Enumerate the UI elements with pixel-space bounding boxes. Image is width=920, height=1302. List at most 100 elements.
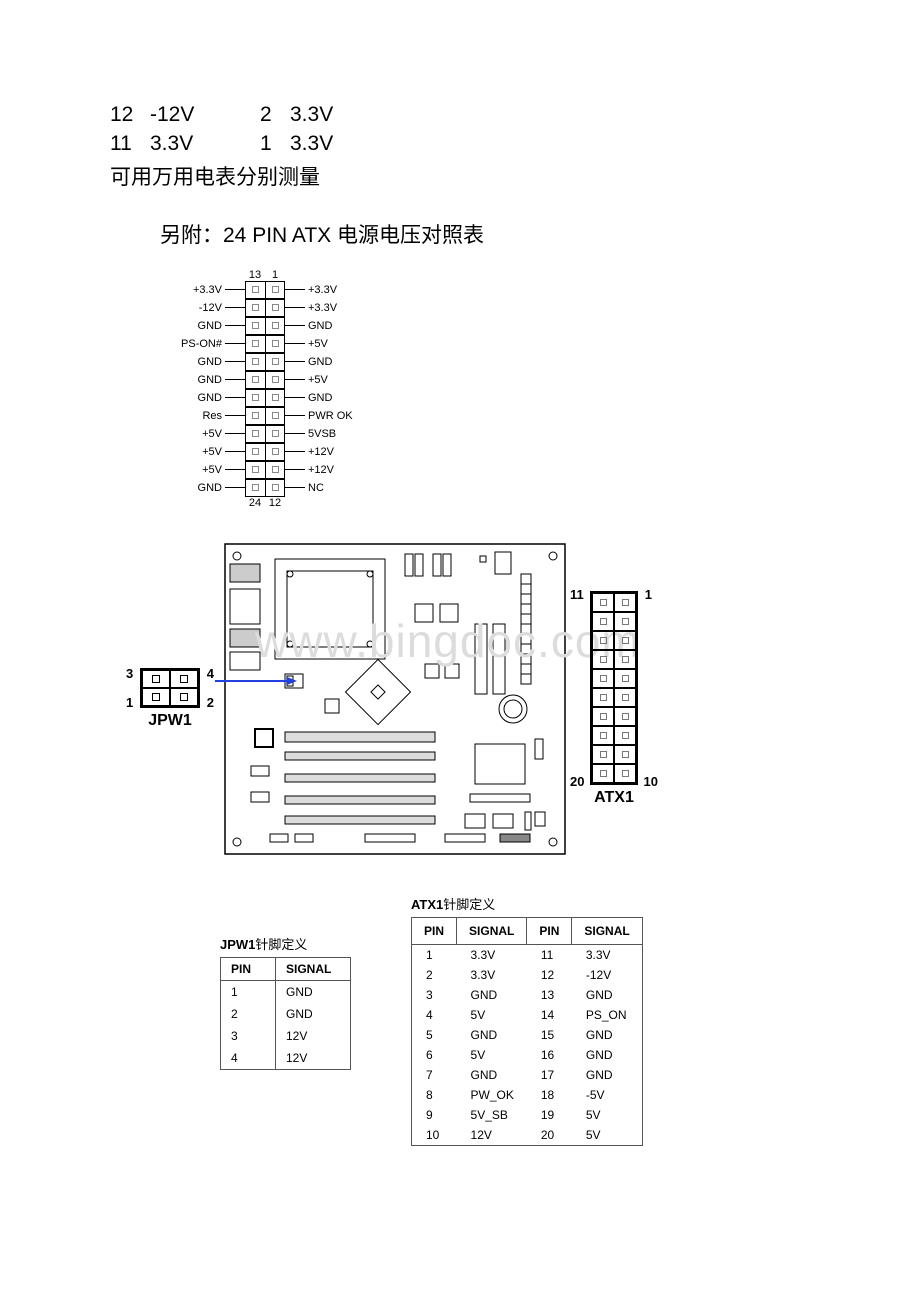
cell: 12V (457, 1125, 527, 1146)
cell: 8 (412, 1085, 457, 1105)
atx1-table-title: ATX1针脚定义 (411, 894, 643, 913)
table-row: 8PW_OK18-5V (412, 1085, 643, 1105)
cell: 5V (572, 1105, 642, 1125)
pin24-row: +5V +12V (170, 461, 420, 479)
pin24-row: Res PWR OK (170, 407, 420, 425)
th: PIN (221, 957, 276, 980)
cell: 2 (260, 100, 290, 129)
cell: 3.3V (150, 129, 260, 158)
pin24-row: +3.3V +3.3V (170, 281, 420, 299)
th: PIN (412, 917, 457, 944)
pin-label: GND (305, 356, 360, 368)
pin-label: NC (305, 482, 360, 494)
cell: 16 (527, 1045, 572, 1065)
pin24-row: -12V +3.3V (170, 299, 420, 317)
pin24-row: GND GND (170, 353, 420, 371)
pin-label: +5V (170, 428, 225, 440)
table-row: 412V (221, 1047, 351, 1070)
jpw1-connector-block: 3 4 1 2 JPW1 (140, 668, 200, 730)
cell: 3 (412, 985, 457, 1005)
tables-row: JPW1针脚定义 PIN SIGNAL 1GND2GND312V412V ATX… (220, 894, 810, 1146)
num: 24 (245, 497, 265, 509)
pin-label: PWR OK (305, 410, 360, 422)
cell: 18 (527, 1085, 572, 1105)
pin-label: GND (170, 374, 225, 386)
pin-label: +3.3V (305, 284, 360, 296)
cell: 3.3V (290, 100, 350, 129)
cell: 5 (412, 1025, 457, 1045)
cell: 5V (457, 1045, 527, 1065)
table-row: 312V (221, 1025, 351, 1047)
atx1-connector (590, 591, 638, 785)
pin-num: 3 (126, 666, 133, 681)
jpw1-table-title: JPW1针脚定义 (220, 934, 351, 953)
cell: 5V (572, 1125, 642, 1146)
pin24-row: GND GND (170, 317, 420, 335)
cell: 3.3V (457, 965, 527, 985)
motherboard-row: www.bingdoc.com 3 4 1 2 JPW1 (140, 534, 810, 864)
pin-num: 10 (644, 774, 658, 789)
cell: GND (276, 1003, 351, 1025)
cell: 9 (412, 1105, 457, 1125)
th: SIGNAL (457, 917, 527, 944)
pin-label: +3.3V (305, 302, 360, 314)
th: SIGNAL (276, 957, 351, 980)
cell: 1 (260, 129, 290, 158)
cell: GND (572, 1065, 642, 1085)
cell: 3.3V (572, 944, 642, 965)
cell: -5V (572, 1085, 642, 1105)
top-row: 11 3.3V 1 3.3V (110, 129, 810, 158)
cell: 12V (276, 1025, 351, 1047)
pin-num: 20 (570, 774, 584, 789)
pin-label: GND (305, 320, 360, 332)
cell: GND (457, 985, 527, 1005)
pin-label: PS-ON# (170, 338, 225, 350)
pin24-row: +5V 5VSB (170, 425, 420, 443)
pin24-diagram: 131 +3.3V +3.3V-12V +3.3VGND GNDPS-ON# +… (170, 269, 420, 509)
pin24-row: GND +5V (170, 371, 420, 389)
cell: 14 (527, 1005, 572, 1025)
cell: 6 (412, 1045, 457, 1065)
cell: 2 (412, 965, 457, 985)
table-row: 1012V205V (412, 1125, 643, 1146)
table-row: 13.3V113.3V (412, 944, 643, 965)
pin-label: GND (170, 482, 225, 494)
pin24-row: GND GND (170, 389, 420, 407)
cell: GND (457, 1065, 527, 1085)
cell: 15 (527, 1025, 572, 1045)
table-row: 23.3V12-12V (412, 965, 643, 985)
cell: -12V (150, 100, 260, 129)
cell: 11 (110, 129, 150, 158)
pin-label: GND (305, 392, 360, 404)
pin-num: 2 (207, 695, 214, 710)
table-row: 45V14PS_ON (412, 1005, 643, 1025)
num: 13 (245, 269, 265, 281)
cell: 11 (527, 944, 572, 965)
num: 1 (265, 269, 285, 281)
table-row: 3GND13GND (412, 985, 643, 1005)
atx1-table-block: ATX1针脚定义 PIN SIGNAL PIN SIGNAL 13.3V113.… (411, 894, 643, 1146)
pin-label: +3.3V (170, 284, 225, 296)
pin-label: +5V (170, 446, 225, 458)
th: SIGNAL (572, 917, 642, 944)
top-voltage-list: 12 -12V 2 3.3V 11 3.3V 1 3.3V (110, 100, 810, 159)
cell: 3.3V (290, 129, 350, 158)
cell: 12 (110, 100, 150, 129)
pin-num: 11 (570, 587, 584, 602)
table-row: 7GND17GND (412, 1065, 643, 1085)
cell: 19 (527, 1105, 572, 1125)
pin-label: GND (170, 356, 225, 368)
measurement-note: 可用万用电表分别测量 (110, 161, 810, 191)
pin-label: +12V (305, 446, 360, 458)
table-row: 95V_SB195V (412, 1105, 643, 1125)
cell: 2 (221, 1003, 276, 1025)
jpw1-connector (140, 668, 200, 708)
cell: GND (572, 985, 642, 1005)
jpw1-table: PIN SIGNAL 1GND2GND312V412V (220, 957, 351, 1070)
pin-label: +5V (305, 374, 360, 386)
cell: GND (276, 980, 351, 1003)
pin24-row: +5V +12V (170, 443, 420, 461)
cell: 13 (527, 985, 572, 1005)
top-row: 12 -12V 2 3.3V (110, 100, 810, 129)
cell: 4 (412, 1005, 457, 1025)
